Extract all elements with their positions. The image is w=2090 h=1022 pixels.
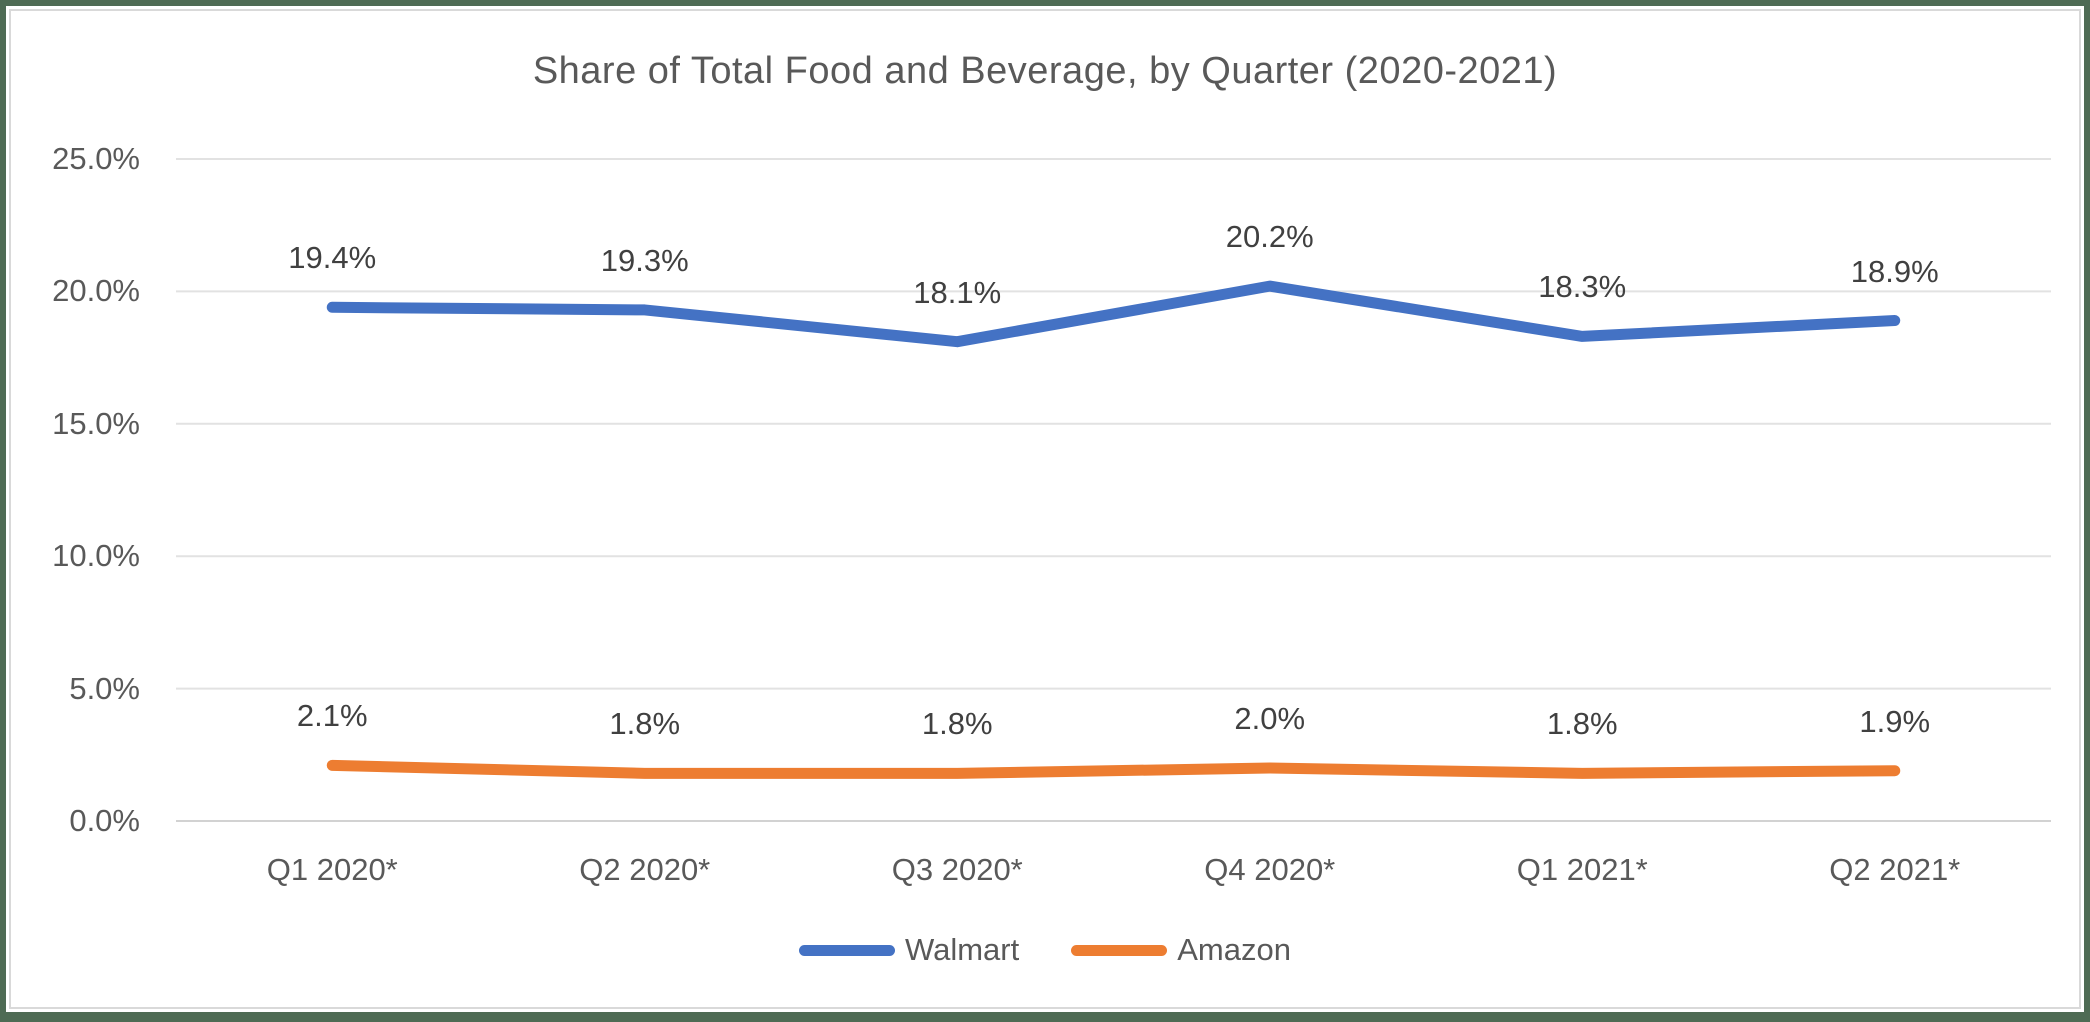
x-axis-category-label: Q2 2020* [579, 852, 711, 887]
data-label-amazon: 1.9% [1859, 703, 1931, 739]
series-line-walmart [326, 280, 1901, 348]
data-label-walmart: 18.1% [913, 274, 1002, 310]
legend: Walmart Amazon [6, 932, 2084, 968]
data-label-walmart: 18.3% [1538, 269, 1627, 305]
legend-item-amazon: Amazon [1071, 932, 1291, 968]
data-label-walmart: 19.4% [288, 240, 377, 276]
legend-label-amazon: Amazon [1177, 932, 1291, 967]
plot-area [176, 158, 2051, 822]
walmart-line-swatch-icon [799, 944, 895, 956]
x-axis-category-label: Q1 2020* [266, 852, 398, 887]
y-axis-tick-label: 20.0% [52, 273, 140, 309]
series-line-amazon [326, 759, 1901, 779]
data-label-amazon: 2.1% [296, 698, 368, 734]
legend-label-walmart: Walmart [905, 932, 1020, 967]
y-axis-tick-label: 10.0% [52, 538, 140, 574]
data-label-amazon: 1.8% [1546, 706, 1618, 742]
y-axis-tick-label: 15.0% [52, 405, 140, 441]
y-axis-tick-label: 5.0% [69, 670, 140, 706]
x-axis-category-label: Q2 2021* [1829, 852, 1961, 887]
data-label-amazon: 2.0% [1234, 701, 1306, 737]
x-axis-category-label: Q4 2020* [1204, 852, 1336, 887]
data-label-amazon: 1.8% [921, 706, 993, 742]
y-axis-tick-label: 0.0% [69, 803, 140, 838]
x-axis-category-label: Q3 2020* [891, 852, 1023, 887]
data-label-walmart: 20.2% [1225, 219, 1314, 255]
chart-title: Share of Total Food and Beverage, by Qua… [532, 50, 1558, 92]
amazon-line-swatch-icon [1071, 944, 1168, 956]
data-label-walmart: 19.3% [600, 242, 689, 278]
x-axis-category-label: Q1 2021* [1516, 852, 1648, 887]
data-label-walmart: 18.9% [1850, 253, 1939, 289]
y-axis-tick-label: 25.0% [52, 141, 140, 176]
legend-item-walmart: Walmart [799, 932, 1019, 968]
data-label-amazon: 1.8% [609, 706, 681, 742]
